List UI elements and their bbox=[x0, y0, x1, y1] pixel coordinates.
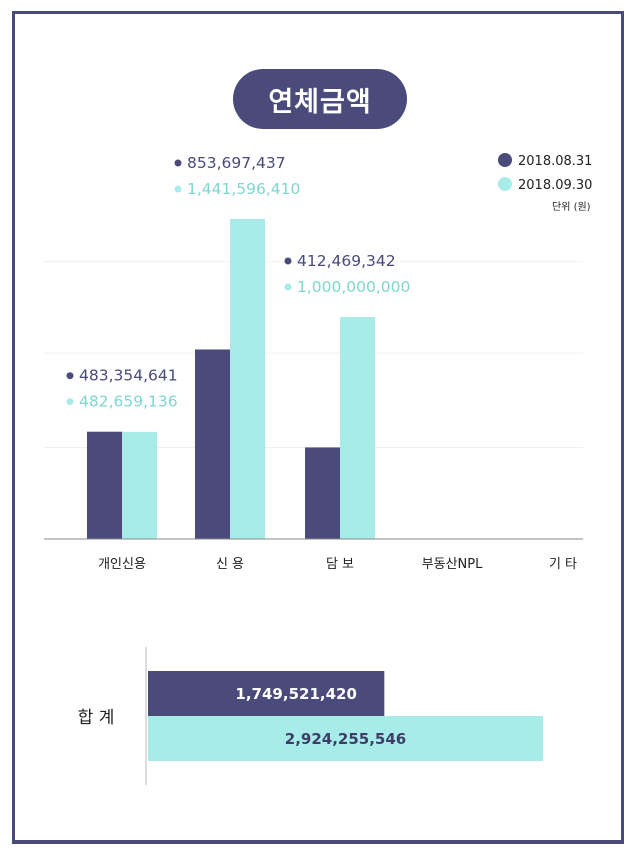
legend-marker-series2 bbox=[498, 177, 512, 191]
total-bar-series2 bbox=[148, 716, 543, 761]
legend-label-series1: 2018.08.31 bbox=[518, 154, 592, 169]
data-label-dot-series2-cat1 bbox=[174, 185, 182, 193]
tick-label-cat1: 신 용 bbox=[216, 557, 244, 572]
chart-title: 연체금액 bbox=[233, 69, 407, 129]
data-label-series1-cat1: 853,697,437 bbox=[187, 154, 286, 172]
data-label-series2-cat1: 1,441,596,410 bbox=[187, 180, 300, 198]
tick-label-cat0: 개인신용 bbox=[98, 557, 146, 572]
totals-category-label: 합 계 bbox=[78, 708, 115, 728]
legend-marker-series1 bbox=[498, 153, 512, 167]
bar-series1-cat1 bbox=[195, 349, 230, 539]
bar-group bbox=[87, 218, 375, 540]
legend: 2018.08.31 2018.09.30 단위 (원) bbox=[498, 153, 592, 213]
data-label-group: 483,354,641 482,659,136 853,697,437 1,441,5… bbox=[66, 154, 410, 411]
totals-bar-group: 1,749,521,420 2,924,255,546 bbox=[148, 671, 543, 761]
total-bar-series1 bbox=[148, 671, 385, 716]
legend-label-series2: 2018.09.30 bbox=[518, 178, 592, 193]
bar-series1-cat2 bbox=[305, 447, 340, 539]
data-label-series2-cat0: 482,659,136 bbox=[79, 393, 178, 411]
tick-label-cat2: 담 보 bbox=[326, 557, 354, 572]
data-label-dot-series1-cat1 bbox=[174, 159, 182, 167]
data-label-series1-cat0: 483,354,641 bbox=[79, 367, 178, 385]
tick-label-cat3: 부동산NPL bbox=[422, 557, 483, 572]
data-label-dot-series2-cat2 bbox=[284, 283, 292, 291]
data-label-dot-series1-cat0 bbox=[66, 372, 74, 380]
data-label-dot-series1-cat2 bbox=[284, 257, 292, 265]
bar-series2-cat0 bbox=[122, 431, 157, 539]
tick-label-cat4: 기 타 bbox=[549, 557, 577, 572]
x-axis-ticks: 개인신용 신 용 담 보 부동산NPL 기 타 bbox=[98, 557, 577, 572]
unit-label: 단위 (원) bbox=[552, 200, 591, 213]
data-label-dot-series2-cat0 bbox=[66, 398, 74, 406]
bar-series1-cat0 bbox=[87, 431, 122, 539]
data-label-series2-cat2: 1,000,000,000 bbox=[297, 278, 410, 296]
page-frame bbox=[12, 11, 624, 844]
total-label-series2: 2,924,255,546 bbox=[285, 730, 406, 748]
total-label-series1: 1,749,521,420 bbox=[235, 685, 356, 703]
data-label-series1-cat2: 412,469,342 bbox=[297, 252, 396, 270]
bar-series2-cat2 bbox=[340, 317, 375, 539]
bar-series2-cat1 bbox=[230, 218, 265, 540]
